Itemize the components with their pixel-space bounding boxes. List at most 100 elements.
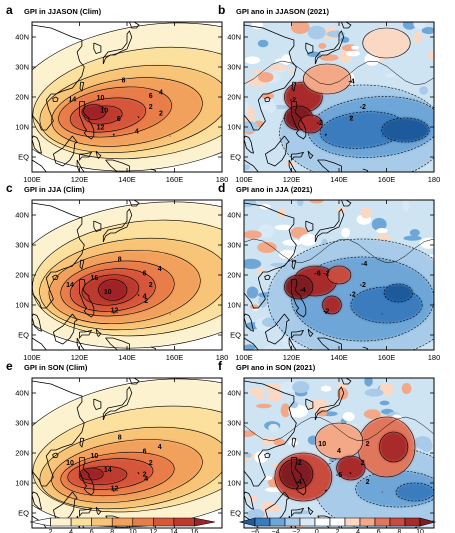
anomaly-patch: [297, 200, 304, 207]
contour-line: [291, 256, 434, 342]
contour-label: 12: [111, 308, 119, 315]
coastline: [264, 274, 271, 280]
panel-title: GPI ano in JJA (2021): [236, 185, 313, 194]
anomaly-region: [298, 115, 323, 133]
contour-label: 10: [66, 460, 74, 467]
panel-title: GPI ano in SON (2021): [236, 363, 316, 372]
colorbar-swatch: [359, 517, 376, 527]
contour-label: 12: [111, 486, 119, 493]
panel-letter: f: [218, 359, 223, 373]
contour-label: 2: [143, 471, 147, 478]
anomaly-patch: [364, 378, 373, 387]
y-tick-label: 30N: [227, 419, 241, 428]
contour-label: 14: [66, 282, 74, 289]
coastline: [79, 259, 85, 270]
contour-label: 2: [350, 115, 354, 122]
y-tick-label: EQ: [230, 509, 241, 518]
coastline: [288, 337, 297, 350]
contour-label: -2: [317, 120, 323, 127]
coastlines: [244, 378, 383, 528]
coastline: [79, 101, 95, 140]
coastline: [32, 491, 43, 510]
contour-label: 2: [149, 460, 153, 467]
colorbar-swatch: [153, 517, 175, 527]
zero-contour: [244, 238, 434, 264]
contour-line: [381, 117, 430, 143]
anomaly-region: [327, 266, 351, 284]
colorbar-swatch: [173, 517, 195, 527]
panel-letter: d: [218, 181, 225, 195]
y-tick-label: 40N: [15, 33, 29, 42]
coastline: [307, 506, 314, 516]
colorbar-tick-label: 12: [149, 529, 157, 533]
panel-e: 24681010141224100E120E140E160E18040N30N2…: [6, 359, 228, 533]
anomaly-patch: [336, 387, 349, 400]
contour-label: 10: [318, 441, 326, 448]
anomaly-patch: [292, 381, 310, 394]
contour-line: [322, 295, 342, 315]
colorbar-swatch: [374, 517, 391, 527]
coastline: [244, 24, 297, 131]
y-tick-label: 20N: [227, 93, 241, 102]
anomaly-patch: [319, 54, 339, 61]
coastline: [137, 294, 140, 297]
anomaly-patch: [279, 381, 298, 393]
coastline: [317, 159, 342, 172]
coastline: [79, 151, 93, 162]
coastline: [305, 220, 314, 232]
coastline: [324, 489, 327, 493]
contour-label: 2: [361, 460, 365, 467]
anomaly-patch: [258, 72, 274, 83]
contour-label: -6: [336, 472, 342, 479]
coastline: [291, 259, 297, 270]
contour-label: 4: [143, 293, 147, 300]
coastlines: [32, 22, 171, 172]
anomaly-patch: [320, 385, 332, 392]
coastline: [291, 279, 307, 318]
coastline: [317, 337, 342, 350]
contour-line: [326, 265, 352, 285]
anomaly-patch: [248, 387, 261, 396]
contour-line: [39, 426, 222, 510]
y-tick-label: 10N: [15, 301, 29, 310]
coastline: [349, 116, 352, 119]
contour-label: -2: [323, 270, 329, 277]
anomaly-patch: [403, 235, 422, 241]
contour-label: 8: [122, 77, 126, 84]
gpi-field: 2 2 4 10 -2 -4 -6 2: [244, 378, 434, 528]
x-tick-label: 180: [428, 175, 441, 184]
contour-line: [58, 86, 172, 138]
colorbar-tick-label: 8: [397, 529, 401, 533]
contour-line: [51, 439, 203, 503]
contour-label: 4: [158, 444, 162, 451]
coastline: [93, 220, 102, 232]
anomaly-patch: [263, 475, 273, 481]
anomaly-colorbar: −6 −4 −2 0 2 4 6 8 10: [238, 517, 437, 533]
panel-f: 2 2 4 10 -2 -4 -6 2 100E 120E 140E 160E 180 40N 30N 20N…: [218, 359, 440, 533]
coastline: [291, 151, 305, 162]
colorbar-swatch: [50, 517, 72, 527]
anomaly-patch: [257, 224, 275, 238]
colorbar-tick-label: 10: [416, 529, 424, 533]
coastline: [291, 329, 305, 340]
anomaly-patch: [288, 68, 296, 73]
anomaly-patch: [244, 430, 256, 437]
contour-label: -2: [360, 104, 366, 111]
anomaly-patch: [318, 43, 327, 49]
coastline: [314, 386, 345, 421]
contour-line: [81, 274, 140, 306]
anomaly-patch: [419, 237, 434, 249]
y-tick-label: 40N: [227, 33, 241, 42]
anomaly-patch: [246, 286, 259, 299]
contour-line: [314, 422, 364, 460]
coastline: [52, 313, 78, 345]
x-tick-label: 120E: [71, 531, 89, 533]
coastline: [112, 489, 115, 493]
coastline: [291, 101, 307, 140]
colorbar-tick-label: 8: [110, 529, 114, 533]
contour-label: 2: [149, 104, 153, 111]
coastline: [112, 133, 115, 137]
coastline: [305, 398, 314, 410]
